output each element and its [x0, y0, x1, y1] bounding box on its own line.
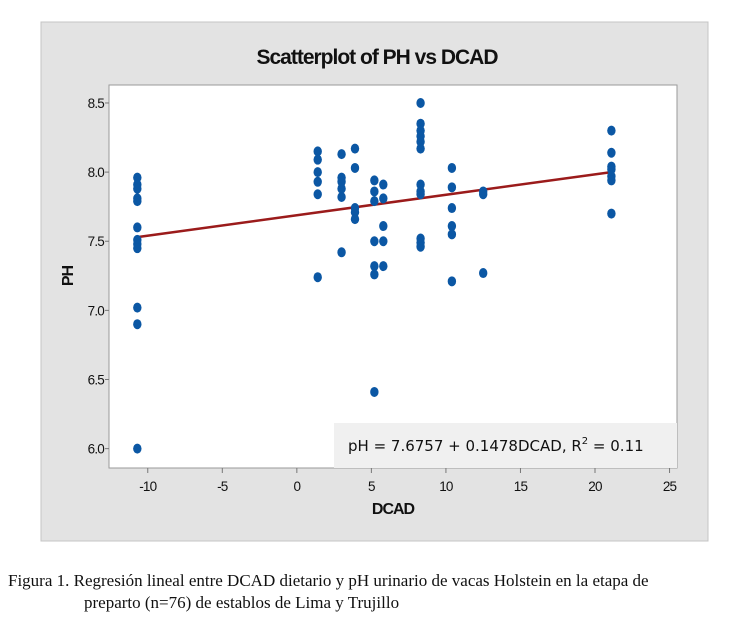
- data-point: [133, 196, 142, 207]
- caption-line-1: Figura 1. Regresión lineal entre DCAD di…: [8, 571, 649, 590]
- y-tick-label: 7.5: [88, 234, 105, 249]
- data-point: [370, 261, 379, 272]
- data-point: [337, 191, 346, 202]
- data-points-layer: [133, 97, 616, 454]
- data-point: [133, 319, 142, 330]
- x-tick-label: 25: [663, 479, 677, 494]
- data-point: [337, 149, 346, 160]
- data-point: [313, 272, 322, 283]
- data-point: [313, 189, 322, 200]
- data-point: [350, 143, 360, 154]
- x-tick-label: -5: [217, 479, 228, 494]
- x-tick-label: 20: [588, 479, 602, 494]
- data-point: [478, 268, 488, 279]
- regression-equation-text: pH = 7.6757 + 0.1478DCAD, R2 = 0.11: [348, 436, 644, 455]
- x-tick-label: 10: [439, 479, 453, 494]
- data-point: [607, 164, 616, 175]
- data-point: [370, 196, 379, 207]
- data-point: [447, 182, 457, 193]
- data-point: [370, 386, 379, 397]
- data-point: [379, 236, 388, 247]
- data-point: [416, 136, 425, 147]
- data-point: [350, 207, 360, 218]
- data-point: [133, 222, 142, 233]
- y-axis: 6.0 6.5 7.0 7.5 8.0 8.5: [88, 96, 109, 457]
- data-point: [337, 183, 346, 194]
- annotation-background: [334, 423, 677, 468]
- data-point: [478, 189, 488, 200]
- data-point: [313, 176, 322, 187]
- regression-equation-box: pH = 7.6757 + 0.1478DCAD, R2 = 0.11: [334, 423, 677, 468]
- data-point: [607, 175, 616, 186]
- y-tick-label: 6.0: [88, 442, 105, 457]
- data-point: [370, 269, 379, 280]
- data-point: [313, 154, 322, 165]
- x-tick-label: 15: [514, 479, 528, 494]
- data-point: [379, 193, 388, 204]
- y-tick-label: 7.0: [88, 303, 105, 318]
- x-tick-label: -10: [139, 479, 156, 494]
- data-point: [337, 247, 346, 258]
- data-point: [607, 208, 616, 219]
- x-axis: -10 -5 0 5 10 15 20 25: [139, 468, 677, 494]
- data-point: [416, 143, 425, 154]
- data-point: [370, 186, 379, 197]
- y-axis-label: PH: [60, 265, 77, 286]
- data-point: [447, 276, 457, 287]
- data-point: [133, 183, 142, 194]
- data-point: [379, 261, 388, 272]
- plot-area: [108, 84, 678, 469]
- data-point: [133, 302, 142, 313]
- data-point: [447, 221, 457, 232]
- data-point: [350, 214, 360, 225]
- data-point: [607, 147, 616, 158]
- y-tick-label: 6.5: [88, 373, 105, 388]
- chart-title: Scatterplot of PH vs DCAD: [256, 46, 498, 69]
- data-point: [416, 118, 425, 129]
- data-point: [313, 146, 322, 157]
- data-point: [133, 443, 142, 454]
- caption-line-2: preparto (n=76) de establos de Lima y Tr…: [84, 593, 400, 612]
- x-tick-label: 0: [293, 479, 300, 494]
- data-point: [416, 189, 425, 200]
- figure-caption: Figura 1. Regresión lineal entre DCAD di…: [0, 570, 746, 614]
- y-tick-label: 8.0: [88, 165, 105, 180]
- data-point: [370, 236, 379, 247]
- data-point: [370, 175, 379, 186]
- data-point: [416, 179, 425, 190]
- data-point: [133, 172, 142, 183]
- data-point: [313, 167, 322, 178]
- data-point: [350, 162, 360, 173]
- data-point: [337, 176, 346, 187]
- data-point: [447, 162, 457, 173]
- data-point: [133, 243, 142, 254]
- data-point: [416, 241, 425, 252]
- data-point: [416, 97, 425, 108]
- data-point: [447, 203, 457, 214]
- data-point: [379, 221, 388, 232]
- data-point: [379, 179, 388, 190]
- data-point: [607, 125, 616, 136]
- scatterplot-figure: Scatterplot of PH vs DCAD pH = 7.6757 + …: [40, 21, 709, 542]
- y-tick-label: 8.5: [88, 96, 105, 111]
- data-point: [447, 229, 457, 240]
- x-tick-label: 5: [368, 479, 375, 494]
- x-axis-label: DCAD: [372, 501, 415, 518]
